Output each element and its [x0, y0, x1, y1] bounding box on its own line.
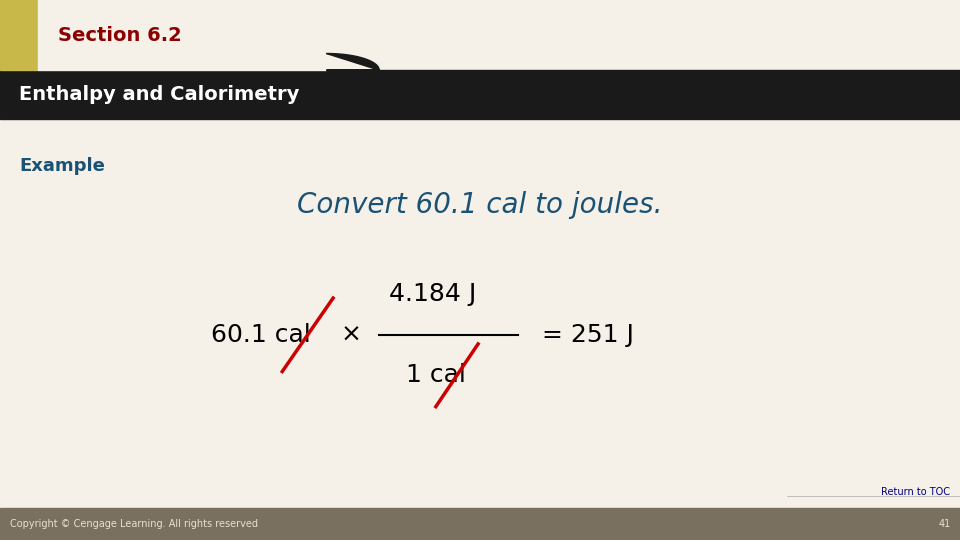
Text: Return to TOC: Return to TOC — [881, 487, 950, 497]
Bar — [0, 70, 960, 119]
Text: = 251 J: = 251 J — [542, 323, 635, 347]
Text: ×: × — [341, 323, 362, 347]
Text: 60.1 cal: 60.1 cal — [211, 323, 311, 347]
Text: Section 6.2: Section 6.2 — [58, 25, 181, 45]
Text: Copyright © Cengage Learning. All rights reserved: Copyright © Cengage Learning. All rights… — [10, 519, 257, 529]
Text: Example: Example — [19, 157, 105, 174]
Text: 41: 41 — [938, 519, 950, 529]
Text: Enthalpy and Calorimetry: Enthalpy and Calorimetry — [19, 85, 300, 104]
Text: 1 cal: 1 cal — [406, 363, 466, 387]
Text: 4.184 J: 4.184 J — [389, 282, 476, 306]
Polygon shape — [326, 53, 379, 70]
Bar — [0, 508, 960, 540]
Text: Convert 60.1 cal to joules.: Convert 60.1 cal to joules. — [298, 191, 662, 219]
Polygon shape — [38, 0, 326, 70]
Bar — [0, 0, 38, 70]
